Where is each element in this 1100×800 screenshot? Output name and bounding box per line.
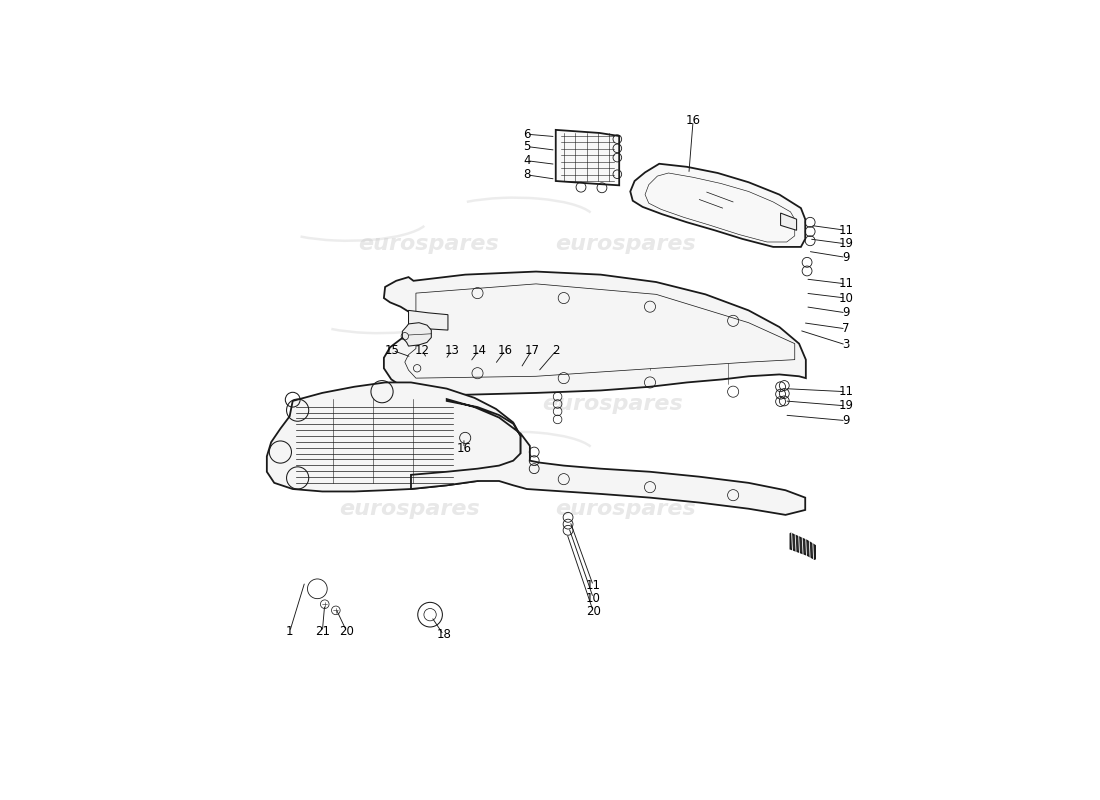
Text: 11: 11 bbox=[838, 278, 854, 290]
Polygon shape bbox=[645, 173, 794, 242]
Polygon shape bbox=[403, 322, 431, 346]
Polygon shape bbox=[267, 382, 520, 491]
Text: 12: 12 bbox=[415, 344, 430, 357]
Polygon shape bbox=[384, 271, 806, 398]
Text: 17: 17 bbox=[525, 344, 539, 357]
Polygon shape bbox=[408, 310, 448, 330]
Text: 1: 1 bbox=[286, 626, 294, 638]
Polygon shape bbox=[411, 399, 805, 515]
Text: 16: 16 bbox=[685, 114, 701, 127]
Text: 6: 6 bbox=[522, 128, 530, 141]
Text: 16: 16 bbox=[456, 442, 472, 455]
Text: 18: 18 bbox=[437, 629, 451, 642]
Text: 19: 19 bbox=[838, 399, 854, 412]
Text: 9: 9 bbox=[843, 251, 849, 264]
Text: 19: 19 bbox=[838, 238, 854, 250]
Text: eurospares: eurospares bbox=[556, 234, 695, 254]
Text: 15: 15 bbox=[385, 344, 400, 357]
Text: 13: 13 bbox=[444, 344, 459, 357]
Text: 5: 5 bbox=[524, 140, 530, 153]
Text: 4: 4 bbox=[522, 154, 530, 167]
Polygon shape bbox=[781, 213, 796, 230]
Text: eurospares: eurospares bbox=[340, 394, 480, 414]
Text: 16: 16 bbox=[497, 344, 513, 357]
Text: 11: 11 bbox=[838, 224, 854, 237]
Text: 14: 14 bbox=[471, 344, 486, 357]
Text: 20: 20 bbox=[340, 626, 354, 638]
Text: eurospares: eurospares bbox=[556, 498, 695, 518]
Polygon shape bbox=[556, 130, 619, 186]
Text: eurospares: eurospares bbox=[358, 234, 498, 254]
Text: eurospares: eurospares bbox=[542, 394, 683, 414]
Text: 10: 10 bbox=[586, 591, 601, 605]
Text: 10: 10 bbox=[838, 291, 854, 305]
Text: eurospares: eurospares bbox=[340, 498, 480, 518]
Text: 21: 21 bbox=[315, 626, 330, 638]
Text: 20: 20 bbox=[586, 605, 601, 618]
Text: 7: 7 bbox=[843, 322, 849, 335]
Text: 3: 3 bbox=[843, 338, 849, 351]
Polygon shape bbox=[405, 284, 794, 378]
Polygon shape bbox=[791, 534, 815, 559]
Text: 11: 11 bbox=[586, 579, 601, 592]
Text: 9: 9 bbox=[843, 414, 849, 427]
Text: 11: 11 bbox=[838, 385, 854, 398]
Text: 8: 8 bbox=[524, 168, 530, 182]
Text: 2: 2 bbox=[552, 344, 560, 357]
Text: 9: 9 bbox=[843, 306, 849, 319]
Polygon shape bbox=[630, 164, 805, 247]
